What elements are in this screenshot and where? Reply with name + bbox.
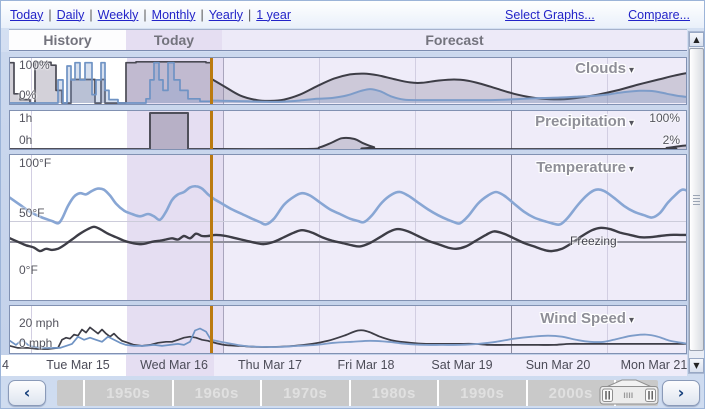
dropdown-arrow-icon: ▾ <box>628 164 634 175</box>
clouds-chart[interactable] <box>10 58 686 104</box>
link-yearly[interactable]: Yearly <box>208 7 243 22</box>
precip-prob-min-label: 2% <box>662 133 680 147</box>
separator: | <box>143 7 147 22</box>
wind-chart[interactable] <box>10 306 686 353</box>
dropdown-arrow-icon: ▾ <box>628 118 634 129</box>
decade-label: 1960s <box>194 384 239 402</box>
decade-cell[interactable]: 1970s <box>260 380 349 406</box>
dropdown-arrow-icon: ▾ <box>628 65 634 76</box>
link-1-year[interactable]: 1 year <box>256 7 291 22</box>
day-label: Thu Mar 17 <box>238 358 302 372</box>
header-forecast: Forecast <box>222 30 687 50</box>
day-label: Fri Mar 18 <box>337 358 395 372</box>
history-region <box>10 155 127 300</box>
decade-label: 2000s <box>548 384 593 402</box>
separator: | <box>248 7 252 22</box>
link-select-graphs[interactable]: Select Graphs... <box>505 7 595 22</box>
precipitation-panel: 1h 0h 100% 2% Precipitation ▾ <box>9 110 687 150</box>
decade-label: 1980s <box>371 384 416 402</box>
toolbar: Today | Daily | Weekly | Monthly | Yearly | 1 year… <box>1 1 704 28</box>
header-today: Today <box>126 30 222 50</box>
freezing-line <box>10 241 686 243</box>
x-axis: 4 Tue Mar 15 Wed Mar 16 Thu Mar 17 Fri M… <box>1 355 687 376</box>
day-label: Sun Mar 20 <box>525 358 591 372</box>
temp-y-max-label: 100°F <box>19 156 52 170</box>
separator: | <box>89 7 93 22</box>
dropdown-arrow-icon: ▾ <box>628 315 634 326</box>
timeline-header-band: History Today Forecast <box>9 29 687 51</box>
pan-right-button[interactable]: › <box>662 380 700 406</box>
decade-cell[interactable]: 1980s <box>348 380 438 406</box>
decade-range-slider-handle[interactable] <box>599 378 659 406</box>
clouds-graph-label: Clouds <box>575 60 626 77</box>
view-range-links: Today | Daily | Weekly | Monthly | Yearly | 1 year <box>8 8 293 22</box>
scroll-down-button[interactable]: ▼ <box>689 358 704 373</box>
wind-y-min-label: 0 mph <box>19 336 53 350</box>
history-region <box>10 111 127 149</box>
forecast-region <box>223 155 686 300</box>
today-region <box>127 155 223 300</box>
wind-speed-panel: 20 mph 0 mph Wind Speed ▾ <box>9 305 687 354</box>
clouds-graph-selector[interactable]: Clouds ▾ <box>575 60 634 77</box>
precipitation-graph-selector[interactable]: Precipitation ▾ <box>535 113 634 130</box>
link-today[interactable]: Today <box>10 7 44 22</box>
separator: | <box>48 7 52 22</box>
thumb-grip-icon <box>693 194 700 206</box>
action-links: Select Graphs... Compare... <box>475 8 690 22</box>
pan-left-button[interactable]: ‹ <box>8 380 46 406</box>
precip-y-max-label: 1h <box>19 111 33 125</box>
freezing-label: Freezing <box>570 234 617 248</box>
link-weekly[interactable]: Weekly <box>97 7 139 22</box>
day-label: Tue Mar 15 <box>46 358 110 372</box>
decade-cell[interactable]: 1960s <box>171 380 261 406</box>
decade-label: 1950s <box>106 384 151 402</box>
partial-day-label: 4 <box>2 358 9 372</box>
current-time-marker <box>210 155 213 300</box>
wind-y-max-label: 20 mph <box>19 316 60 330</box>
temperature-graph-label: Temperature <box>536 159 626 176</box>
forecast-region <box>223 58 686 104</box>
current-time-marker <box>210 58 213 104</box>
day-label: Wed Mar 16 <box>140 358 208 372</box>
precip-prob-max-label: 100% <box>649 111 680 125</box>
decade-slider-track[interactable]: 1950s 1960s 1970s 1980s 1990s 2000s <box>57 380 658 406</box>
header-history: History <box>9 30 126 50</box>
temperature-panel: 100°F 50°F 0°F Freezing Temperature ▾ <box>9 154 687 301</box>
clouds-y-max-label: 100% <box>19 58 50 72</box>
temperature-graph-selector[interactable]: Temperature ▾ <box>536 159 634 176</box>
current-time-marker <box>210 111 213 149</box>
decade-cell[interactable]: 2000s <box>525 380 615 406</box>
scrollbar-thumb[interactable] <box>689 48 704 351</box>
decade-cell[interactable]: 1950s <box>83 380 172 406</box>
temp-y-min-label: 0°F <box>19 263 38 277</box>
link-compare[interactable]: Compare... <box>628 7 690 22</box>
precipitation-chart[interactable] <box>10 111 686 149</box>
today-region <box>127 58 223 104</box>
current-time-marker <box>210 306 213 353</box>
decade-label: 1990s <box>460 384 505 402</box>
scroll-up-button[interactable]: ▲ <box>689 32 704 47</box>
decade-cell[interactable]: 1990s <box>437 380 526 406</box>
fifty-degree-gridline <box>10 221 686 222</box>
forecast-region <box>223 111 686 149</box>
clouds-y-min-label: 0% <box>19 88 37 102</box>
precip-y-min-label: 0h <box>19 133 33 147</box>
wind-graph-label: Wind Speed <box>540 310 626 327</box>
link-monthly[interactable]: Monthly <box>151 7 196 22</box>
vertical-scrollbar[interactable]: ▲ ▼ <box>688 31 704 374</box>
temperature-chart[interactable] <box>10 155 686 300</box>
day-label: Sat Mar 19 <box>431 358 493 372</box>
today-region <box>127 111 223 149</box>
day-label: Mon Mar 21 <box>620 358 687 372</box>
decade-label: 1970s <box>283 384 328 402</box>
precipitation-graph-label: Precipitation <box>535 113 626 130</box>
temp-y-mid-label: 50°F <box>19 206 45 220</box>
wind-graph-selector[interactable]: Wind Speed ▾ <box>540 310 634 327</box>
separator: | <box>200 7 204 22</box>
clouds-panel: 100% 0% Clouds ▾ <box>9 57 687 105</box>
link-daily[interactable]: Daily <box>56 7 85 22</box>
